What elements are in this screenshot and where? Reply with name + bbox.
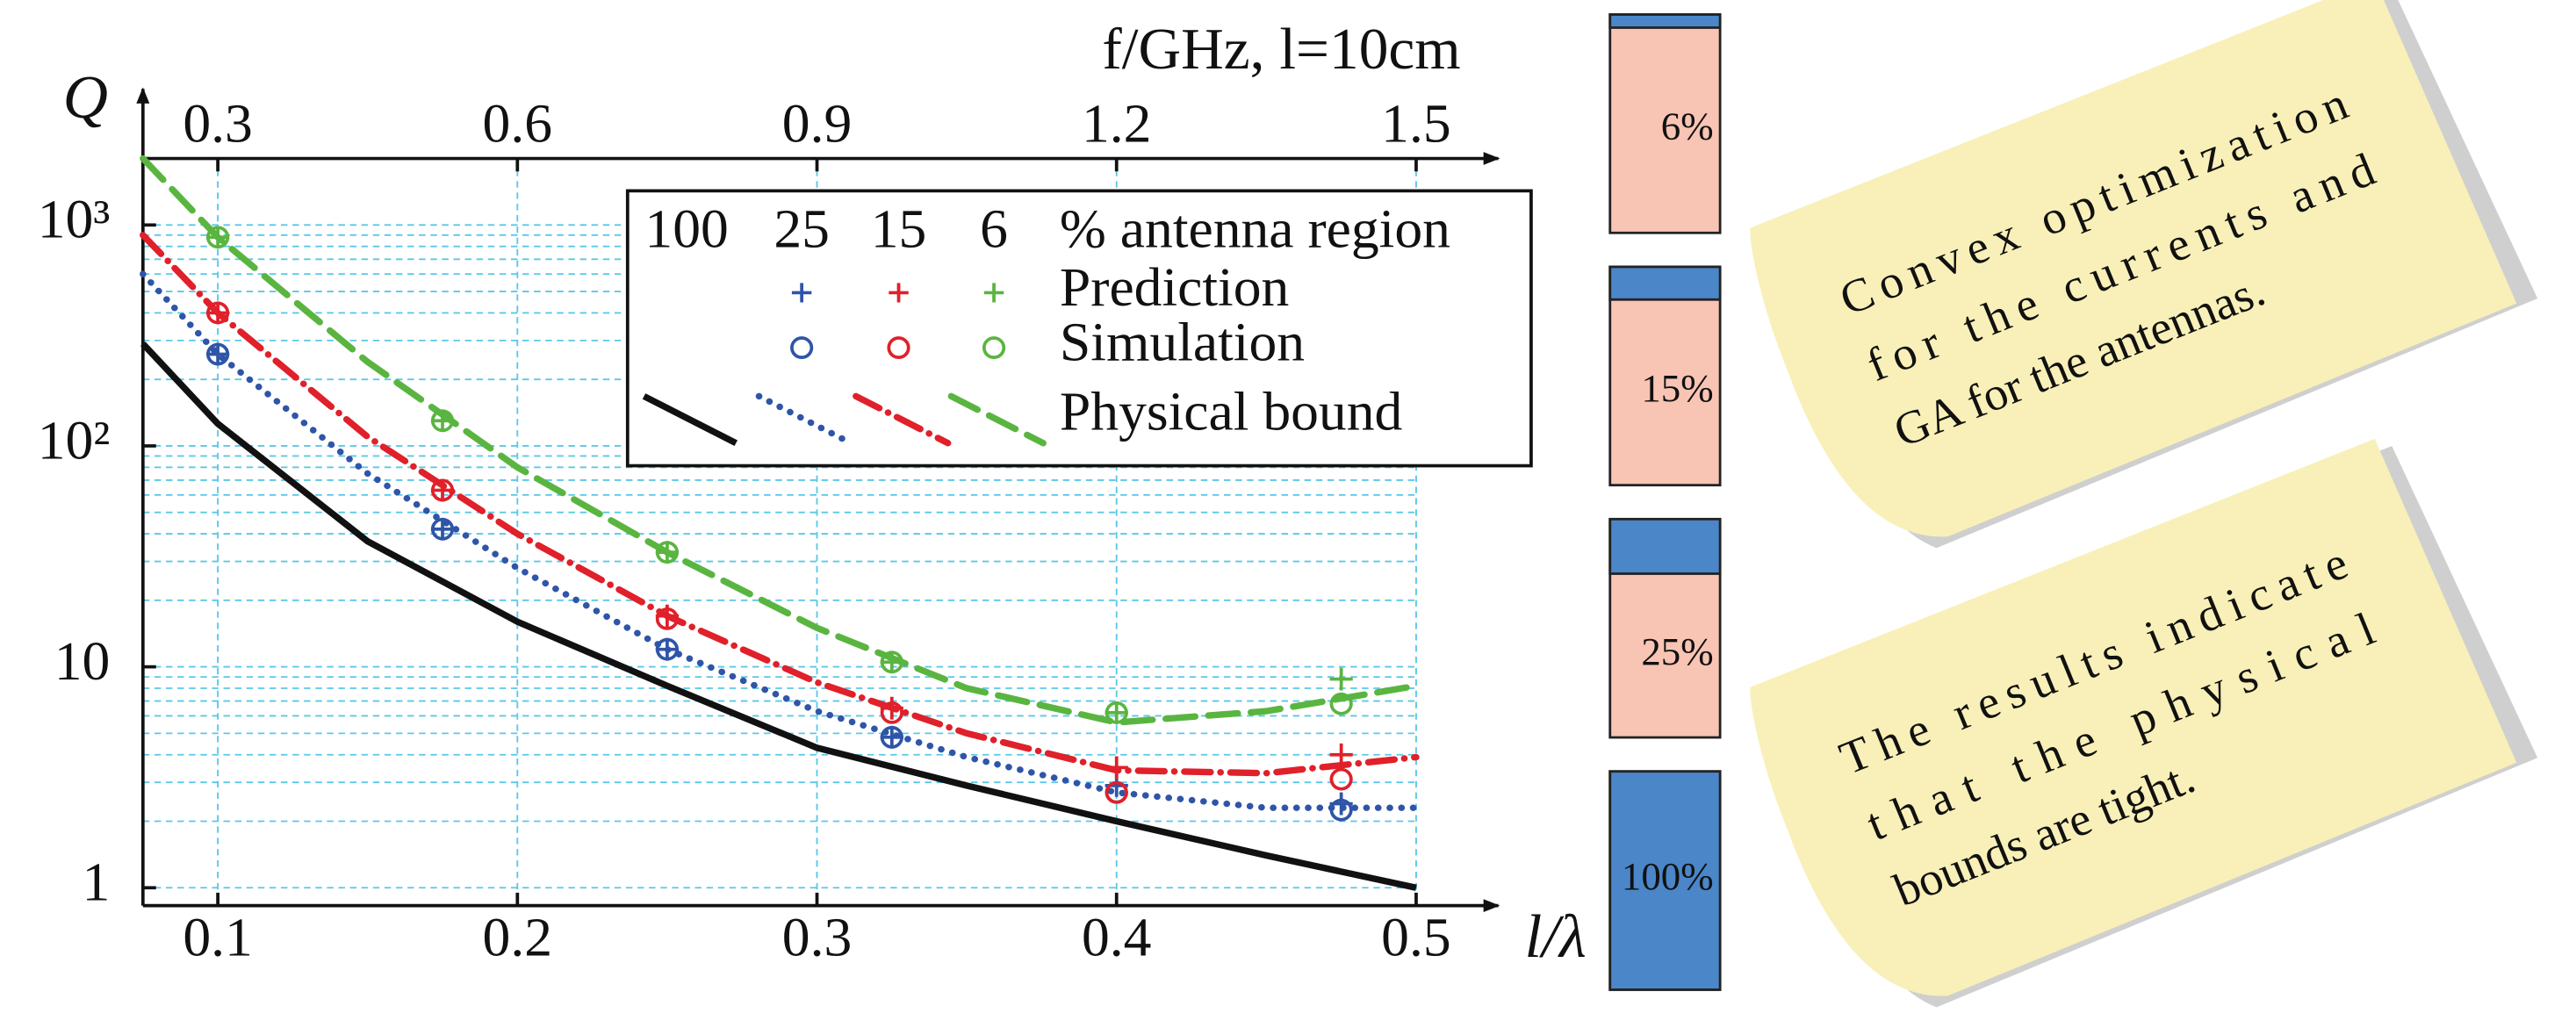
bar xyxy=(1608,13,1722,29)
simulation-marker xyxy=(205,342,230,366)
simulation-marker xyxy=(1329,692,1353,715)
legend-line xyxy=(853,392,952,447)
simulation-marker xyxy=(430,478,455,502)
legend-prediction xyxy=(791,283,812,303)
legend-row-label: Physical bound xyxy=(1060,381,1402,442)
y-tick-label: 10 xyxy=(54,630,111,691)
prediction-marker xyxy=(205,226,230,249)
note-paper xyxy=(1750,0,2517,537)
bar xyxy=(1608,517,1722,575)
x-tick-label: 0.1 xyxy=(183,907,253,967)
top-tick-label: 1.5 xyxy=(1381,93,1451,154)
legend-prediction xyxy=(889,283,909,303)
legend-header: % antenna region xyxy=(1060,198,1450,259)
plot-area xyxy=(140,155,1420,891)
simulation-marker xyxy=(430,409,455,433)
series-line xyxy=(140,341,1417,891)
simulation-marker xyxy=(880,650,903,674)
legend-series-name: 15 xyxy=(871,198,927,259)
simulation-marker xyxy=(655,541,680,564)
prediction-marker xyxy=(1105,701,1128,724)
simulation-marker xyxy=(430,517,455,541)
bar-label: 100% xyxy=(1622,855,1714,899)
simulation-marker xyxy=(880,725,903,749)
legend-line xyxy=(642,393,738,447)
top-tick-label: 0.3 xyxy=(183,93,253,154)
bar-label: 25% xyxy=(1641,629,1713,673)
y-tick-label: 10³ xyxy=(38,189,111,249)
simulation-marker xyxy=(1329,798,1353,822)
y-axis-label: Q xyxy=(63,63,108,131)
prediction-marker xyxy=(430,517,455,541)
series-line xyxy=(140,232,1420,777)
prediction-marker xyxy=(655,541,680,564)
simulation-marker xyxy=(205,301,230,325)
legend-simulation xyxy=(982,336,1006,359)
prediction-marker xyxy=(880,650,903,674)
legend-prediction xyxy=(983,283,1004,303)
legend-simulation xyxy=(887,336,910,359)
prediction-marker xyxy=(655,637,680,661)
top-tick-label: 0.6 xyxy=(483,93,553,154)
x-axis-label: l/λ xyxy=(1524,903,1586,971)
legend-box xyxy=(625,189,1533,468)
prediction-marker xyxy=(430,409,455,433)
y-tick-label: 10² xyxy=(38,410,111,471)
legend-series-name: 6 xyxy=(980,198,1008,259)
x-tick-label: 0.2 xyxy=(483,907,553,967)
x-tick-label: 0.4 xyxy=(1082,907,1152,967)
bar-rest xyxy=(1608,265,1722,487)
simulation-marker xyxy=(880,701,903,724)
top-axis-label: f/GHz, l=10cm xyxy=(1102,17,1460,81)
region-bars: 6% 15% 25% 100% xyxy=(1608,13,1722,991)
bar-label: 6% xyxy=(1661,104,1714,148)
legend-series-name: 100 xyxy=(644,198,728,259)
simulation-marker xyxy=(655,637,680,661)
legend-series-name: 25 xyxy=(774,198,830,259)
series-line xyxy=(140,270,1420,811)
legend-simulation xyxy=(790,336,814,359)
x-tick-label: 0.3 xyxy=(782,907,853,967)
note-paper xyxy=(1750,438,2517,996)
x-tick-label: 0.5 xyxy=(1381,907,1451,967)
bar-rest xyxy=(1608,13,1722,234)
prediction-marker xyxy=(1105,756,1128,780)
top-tick-label: 0.9 xyxy=(782,93,853,154)
simulation-marker xyxy=(1105,701,1128,724)
prediction-marker xyxy=(430,478,455,502)
bar-label: 15% xyxy=(1641,366,1713,410)
prediction-marker xyxy=(205,342,230,366)
bar xyxy=(1608,770,1722,991)
legend-row-label: Prediction xyxy=(1060,256,1289,317)
series-line xyxy=(140,155,1420,726)
prediction-marker xyxy=(1329,743,1353,766)
prediction-marker xyxy=(205,301,230,325)
prediction-marker xyxy=(880,725,903,749)
simulation-marker xyxy=(1105,780,1128,804)
simulation-marker xyxy=(1329,767,1353,791)
legend-line xyxy=(947,392,1047,447)
bar xyxy=(1608,265,1722,301)
legend-row-label: Simulation xyxy=(1060,312,1305,372)
y-tick-label: 1 xyxy=(83,852,111,912)
top-tick-label: 1.2 xyxy=(1082,93,1152,154)
prediction-marker xyxy=(1329,667,1353,691)
simulation-marker xyxy=(205,226,230,249)
simulation-marker xyxy=(655,607,680,630)
